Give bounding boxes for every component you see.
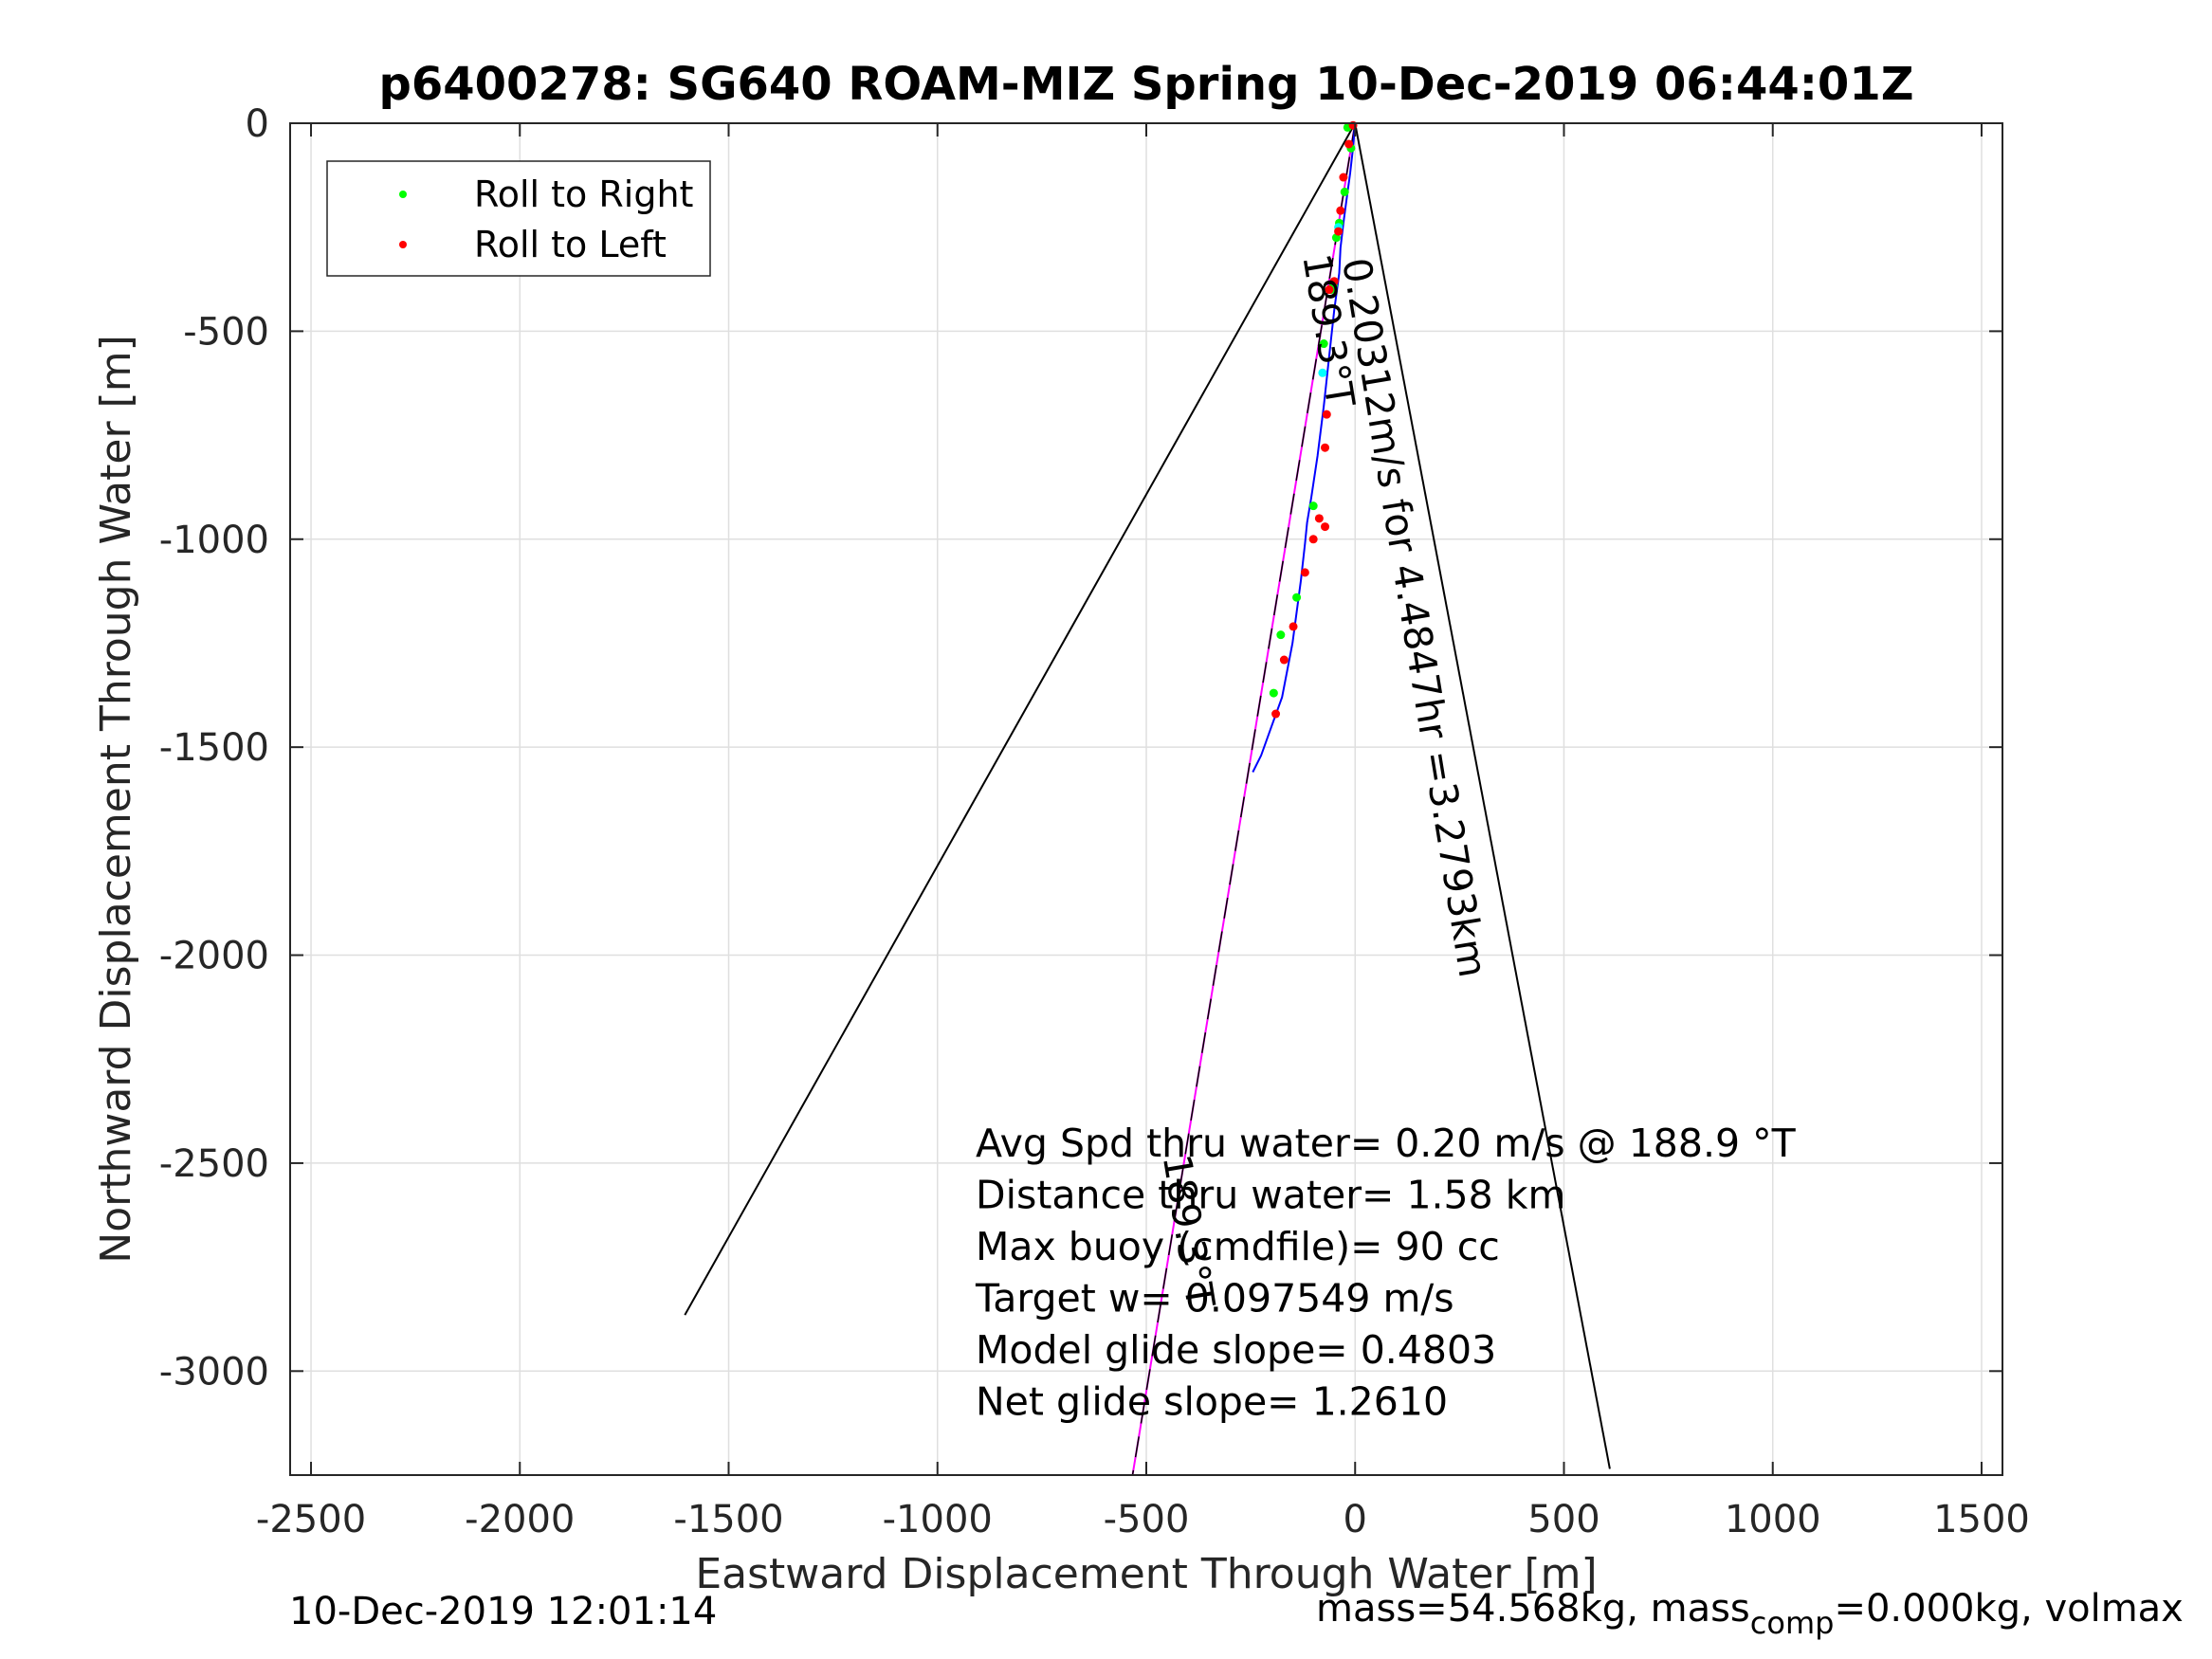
- stat-max-buoy: Max buoy (cmdfile)= 90 cc: [976, 1224, 1500, 1269]
- scatter-point-2: [1271, 709, 1281, 719]
- series-line-0: [684, 122, 1357, 1316]
- y-tick-label: -1500: [159, 726, 269, 770]
- footer-timestamp: 10-Dec-2019 12:01:14: [289, 1590, 717, 1633]
- scatter-point-2: [1325, 285, 1334, 295]
- y-tick-labels: 0 -500 -1000 -1500 -2000 -2500 -3000: [159, 102, 269, 1394]
- stat-avg-speed: Avg Spd thru water= 0.20 m/s @ 188.9 °T: [976, 1121, 1797, 1166]
- footer-mass-suffix: =0.000kg, volmax: [1834, 1587, 2183, 1631]
- scatter-point-2: [1334, 227, 1344, 236]
- grid-lines: [290, 122, 2002, 1475]
- scatter-point-2: [1300, 568, 1309, 577]
- scatter-point-2: [1329, 277, 1339, 286]
- stat-net-glide-slope: Net glide slope= 1.2610: [976, 1379, 1448, 1425]
- x-tick-label: -2500: [256, 1498, 366, 1541]
- stat-model-glide-slope: Model glide slope= 0.4803: [976, 1327, 1496, 1373]
- y-tick-label: -2000: [159, 935, 269, 978]
- x-tick-label: -500: [1104, 1498, 1190, 1541]
- scatter-point-0: [1276, 630, 1286, 640]
- scatter-point-2: [1336, 206, 1345, 215]
- scatter-point-2: [1289, 622, 1298, 631]
- scatter-point-2: [1308, 535, 1318, 544]
- legend-marker-roll-right: [399, 191, 407, 198]
- stat-distance: Distance thru water= 1.58 km: [976, 1173, 1565, 1218]
- y-tick-label: -1000: [159, 519, 269, 562]
- x-tick-label: -1500: [673, 1498, 783, 1541]
- legend-label-roll-left: Roll to Left: [474, 224, 667, 265]
- x-tick-label: 1000: [1725, 1498, 1821, 1541]
- y-tick-label: 0: [246, 102, 269, 146]
- series-layer: [684, 122, 1611, 1476]
- y-tick-label: -500: [183, 310, 269, 354]
- y-tick-label: -3000: [159, 1350, 269, 1394]
- x-axis-label: Eastward Displacement Through Water [m]: [695, 1550, 1597, 1598]
- y-tick-label: -2500: [159, 1142, 269, 1186]
- scatter-point-1: [1318, 368, 1327, 377]
- x-tick-label: 500: [1527, 1498, 1600, 1541]
- scatter-point-2: [1279, 655, 1289, 665]
- legend-box: [326, 160, 711, 277]
- scatter-point-2: [1344, 139, 1354, 149]
- scatter-point-0: [1319, 339, 1328, 349]
- scatter-point-2: [1322, 410, 1331, 419]
- axis-ticks: [290, 122, 2002, 1475]
- y-axis-label: Northward Displacement Through Water [m]: [92, 335, 140, 1263]
- legend: Roll to Right Roll to Left: [326, 160, 711, 277]
- series-line-3: [1131, 122, 1356, 1476]
- series-line-1: [1354, 122, 1611, 1469]
- scatter-point-0: [1340, 187, 1349, 196]
- x-tick-label: -2000: [465, 1498, 575, 1541]
- stat-target-w: Target w= 0.097549 m/s: [975, 1276, 1454, 1322]
- x-tick-label: -1000: [883, 1498, 993, 1541]
- scatter-point-2: [1314, 514, 1324, 523]
- footer-mass-subscript: comp: [1750, 1605, 1835, 1641]
- x-tick-label: 0: [1344, 1498, 1367, 1541]
- legend-label-roll-right: Roll to Right: [474, 173, 693, 215]
- scatter-point-2: [1339, 173, 1348, 182]
- chart-title: p6400278: SG640 ROAM-MIZ Spring 10-Dec-2…: [378, 58, 1913, 111]
- scatter-point-2: [1321, 522, 1330, 532]
- legend-marker-roll-left: [399, 241, 407, 248]
- footer-mass-info: mass=54.568kg, masscomp=0.000kg, volmax: [1316, 1587, 2184, 1641]
- footer-mass-prefix: mass=54.568kg, mass: [1316, 1587, 1750, 1631]
- x-tick-label: 1500: [1933, 1498, 2030, 1541]
- scatter-point-0: [1308, 501, 1318, 511]
- x-tick-labels: -2500 -2000 -1500 -1000 -500 0 500 1000 1500: [256, 1498, 2030, 1541]
- scatter-point-0: [1292, 592, 1302, 602]
- series-line-4: [1252, 122, 1357, 773]
- scatter-point-0: [1269, 688, 1278, 698]
- dive-stats-block: Avg Spd thru water= 0.20 m/s @ 188.9 °T …: [975, 1121, 1797, 1425]
- scatter-point-2: [1321, 443, 1330, 452]
